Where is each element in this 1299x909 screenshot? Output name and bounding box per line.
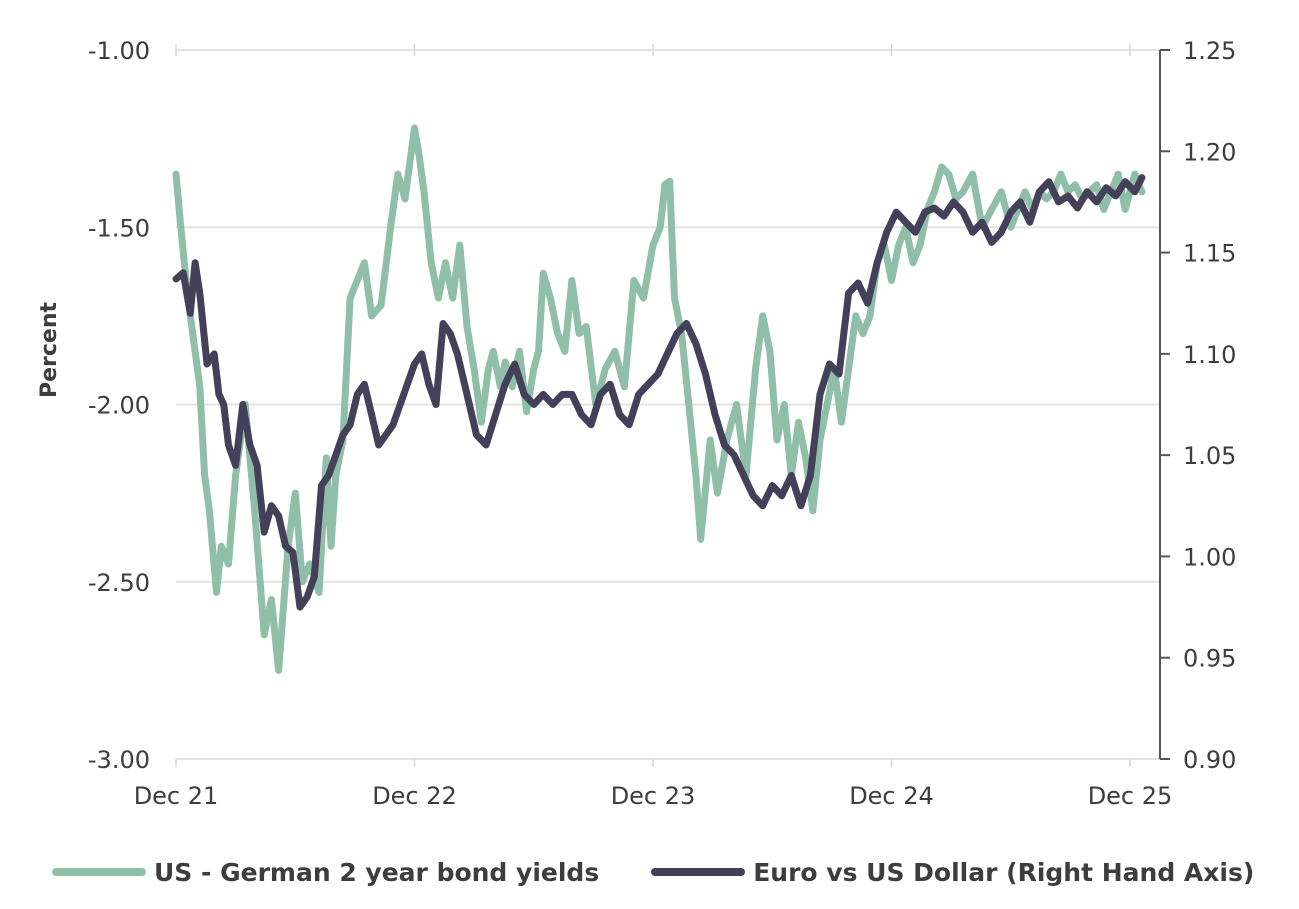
left-tick-label: -1.00 bbox=[88, 37, 150, 65]
legend-swatch-eurusd bbox=[651, 868, 746, 876]
legend-swatch-yield-spread bbox=[52, 868, 146, 876]
right-tick-label: 1.25 bbox=[1183, 37, 1236, 65]
x-axis-ticks: Dec 21 Dec 22 Dec 23 Dec 24 Dec 25 bbox=[134, 44, 1173, 810]
x-tick-label: Dec 21 bbox=[134, 782, 219, 810]
left-tick-label: -2.50 bbox=[88, 569, 150, 597]
right-tick-label: 1.20 bbox=[1183, 138, 1236, 166]
y-axis-label: Percent bbox=[37, 302, 62, 399]
right-tick-label: 1.05 bbox=[1183, 442, 1236, 470]
legend-label-yield-spread: US - German 2 year bond yields bbox=[154, 857, 600, 887]
x-tick-label: Dec 22 bbox=[372, 782, 457, 810]
left-axis-ticks: -1.00 -1.50 -2.00 -2.50 -3.00 bbox=[88, 37, 150, 774]
x-tick-label: Dec 24 bbox=[849, 782, 934, 810]
right-axis: 1.25 1.20 1.15 1.10 1.05 1.00 0.95 0.90 bbox=[1159, 37, 1236, 774]
right-tick-label: 1.15 bbox=[1183, 240, 1236, 268]
legend-label-eurusd: Euro vs US Dollar (Right Hand Axis) bbox=[753, 857, 1255, 887]
right-tick-label: 0.95 bbox=[1183, 645, 1236, 673]
left-tick-label: -3.00 bbox=[88, 746, 150, 774]
left-tick-label: -2.00 bbox=[88, 392, 150, 420]
right-tick-label: 0.90 bbox=[1183, 746, 1236, 774]
series-line-eurusd bbox=[172, 174, 1146, 611]
series-lines bbox=[172, 124, 1146, 674]
right-tick-label: 1.10 bbox=[1183, 341, 1236, 369]
gridlines bbox=[176, 49, 1160, 760]
right-tick-label: 1.00 bbox=[1183, 543, 1236, 571]
legend-item-yield-spread: US - German 2 year bond yields bbox=[52, 858, 599, 887]
legend: US - German 2 year bond yields Euro vs U… bbox=[52, 850, 1272, 894]
x-tick-label: Dec 23 bbox=[611, 782, 696, 810]
legend-item-eurusd: Euro vs US Dollar (Right Hand Axis) bbox=[651, 858, 1254, 887]
left-tick-label: -1.50 bbox=[88, 214, 150, 242]
series-line-yield-spread bbox=[172, 124, 1146, 674]
x-tick-label: Dec 25 bbox=[1088, 782, 1173, 810]
